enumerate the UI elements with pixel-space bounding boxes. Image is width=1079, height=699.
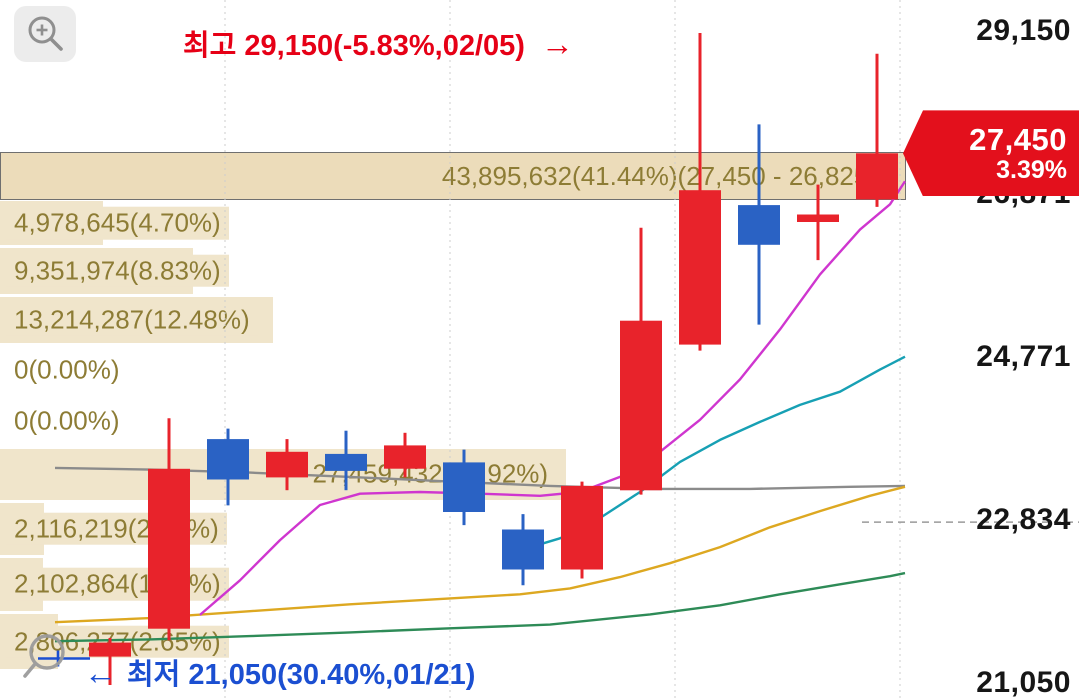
volume-bar [0,502,44,555]
volume-row-label: 4,978,645(4.70%) [6,206,229,240]
left-arrow-icon: ← [84,653,117,691]
candle-body [266,451,308,478]
ma-line-green [54,571,906,643]
ma-line-gray [54,466,906,491]
volume-row: 9,351,974(8.83%) [0,248,1079,294]
volume-row-label: 13,214,287(12.48%) [6,303,258,337]
volume-bar [0,296,273,344]
current-price: 27,450 [969,122,1067,158]
volume-row: 27,459,432(25.92%) [0,449,1079,500]
magnifier-plus-icon [28,16,63,51]
volume-row-label: 9,351,974(8.83%) [6,254,229,288]
volume-row-label: 2,116,219(2.00%) [6,512,227,545]
candle-body [797,214,839,222]
ma-line-cyan [519,355,906,552]
ma-line-magenta [199,180,907,616]
candle-body [148,468,190,629]
current-price-badge: 27,450 3.39% [903,110,1079,197]
candle-body [325,453,367,471]
candle-body [856,153,898,200]
low-annotation-text: 최저 21,050(30.40%,01/21) [127,659,476,691]
volume-row: 0(0.00%) [0,397,1079,446]
candle-body [561,485,603,570]
ma-line-yellow [54,485,906,624]
magnifier-icon [23,634,65,678]
price-axis-label: 21,050 [976,666,1071,699]
volume-band-label: 43,895,632(41.44%)(27,450 - 26,825) [441,160,877,191]
volume-row: 2,102,864(1.99%) [0,557,1079,612]
volume-row-label: 0(0.00%) [14,406,120,437]
candle-body [443,462,485,512]
zoom-out-button[interactable] [20,626,76,686]
high-annotation-text: 최고 29,150(-5.83%,02/05) [183,30,525,62]
volume-row-label: 0(0.00%) [14,354,120,385]
price-axis-label: 29,150 [976,14,1071,47]
right-arrow-icon: → [540,24,574,62]
candle-body [207,439,249,480]
volume-row: 2,116,219(2.00%) [0,502,1079,555]
candle-body [502,529,544,570]
volume-row-label: 27,459,432(25.92%) [312,458,549,489]
current-change-percent: 3.39% [996,155,1067,184]
low-price-annotation: ← 최저 21,050(30.40%,01/21) [84,651,475,693]
volume-row-label: 2,102,864(1.99%) [6,568,229,601]
volume-band-current: 43,895,632(41.44%)(27,450 - 26,825) [0,152,906,201]
price-axis-label: 22,834 [976,503,1071,537]
candle-body [384,445,426,469]
candle-body [620,320,662,491]
high-price-annotation: 최고 29,150(-5.83%,02/05) → [183,22,574,64]
price-axis-label: 24,771 [976,340,1071,373]
candle-body [738,205,780,245]
volume-row: 0(0.00%) [0,346,1079,394]
volume-row: 4,978,645(4.70%) [0,200,1079,246]
volume-row: 13,214,287(12.48%) [0,296,1079,344]
zoom-in-button[interactable] [14,6,76,62]
volume-bar [0,449,567,500]
volume-bar [0,248,193,294]
volume-bar [0,557,44,612]
candle-body [679,190,721,345]
volume-bar [0,200,103,246]
